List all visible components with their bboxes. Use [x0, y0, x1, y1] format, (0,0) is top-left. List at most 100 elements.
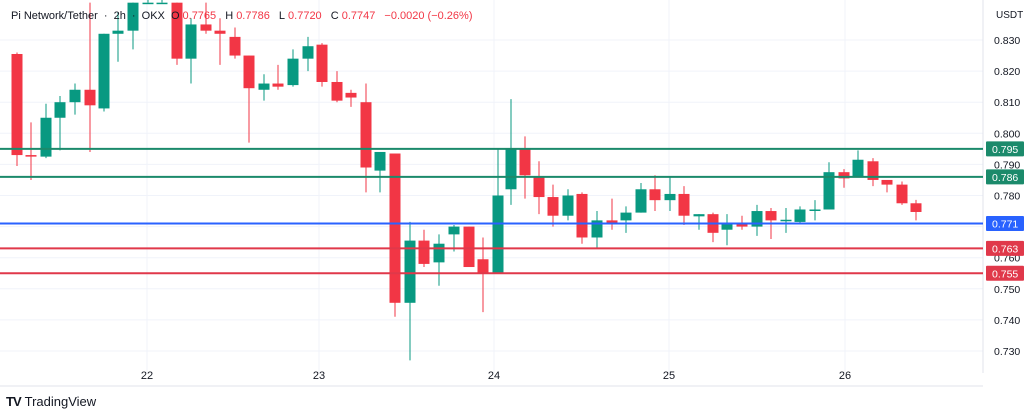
candle-down[interactable] — [736, 223, 748, 227]
candle-up[interactable] — [794, 209, 806, 222]
time-tick-label: 25 — [663, 370, 675, 382]
candle-down[interactable] — [229, 36, 241, 56]
candle-down[interactable] — [606, 220, 618, 223]
level-price-label: 0.771 — [992, 218, 1018, 230]
candle-down[interactable] — [765, 211, 777, 221]
candle-up[interactable] — [142, 2, 154, 5]
candle-up[interactable] — [287, 58, 299, 86]
candle-down[interactable] — [389, 153, 401, 303]
candle-up[interactable] — [112, 30, 124, 34]
price-tick-label: 0.810 — [994, 97, 1020, 109]
candle-up[interactable] — [635, 189, 647, 213]
candle-down[interactable] — [25, 155, 37, 157]
candle-down[interactable] — [418, 240, 430, 264]
candle-up[interactable] — [562, 195, 574, 216]
chart-legend: Pi Network/Tether · 2h · OKX O 0.7765 H 0.… — [11, 10, 473, 22]
candle-up[interactable] — [751, 211, 763, 227]
candle-down[interactable] — [910, 203, 922, 212]
time-tick-label: 23 — [313, 370, 325, 382]
level-price-tag — [986, 215, 1024, 231]
price-tick-label: 0.730 — [994, 346, 1020, 358]
price-tick-label: 0.830 — [994, 35, 1020, 47]
candle-down[interactable] — [11, 53, 23, 156]
candle-up[interactable] — [664, 193, 676, 201]
candle-down[interactable] — [881, 179, 893, 185]
level-price-tag — [986, 240, 1024, 256]
candle-down[interactable] — [576, 193, 588, 238]
candle-up[interactable] — [448, 226, 460, 235]
candle-up[interactable] — [809, 209, 821, 211]
candle-up[interactable] — [404, 240, 416, 303]
price-tick-label: 0.800 — [994, 128, 1020, 140]
candle-down[interactable] — [519, 148, 531, 176]
time-tick-label: 26 — [839, 370, 851, 382]
symbol-name[interactable]: Pi Network/Tether — [11, 10, 98, 22]
candle-up[interactable] — [69, 89, 81, 103]
candle-down[interactable] — [200, 24, 212, 31]
candle-up[interactable] — [823, 172, 835, 210]
candle-up[interactable] — [591, 220, 603, 238]
interval[interactable]: 2h — [113, 10, 126, 22]
candle-up[interactable] — [40, 117, 52, 157]
close-label: C — [330, 10, 339, 22]
candle-down[interactable] — [84, 89, 96, 106]
price-tick-label: 0.790 — [994, 159, 1020, 171]
change-value: −0.0020 (−0.26%) — [384, 10, 473, 22]
candle-down[interactable] — [533, 176, 545, 198]
candle-up[interactable] — [54, 102, 66, 118]
level-price-label: 0.795 — [992, 144, 1018, 156]
candle-down[interactable] — [867, 161, 879, 180]
tradingview-brand[interactable]: TV TradingView — [6, 394, 96, 409]
price-tick-label: 0.780 — [994, 191, 1020, 203]
level-price-label: 0.755 — [992, 268, 1018, 280]
level-price-tag — [986, 141, 1024, 157]
candle-up[interactable] — [721, 223, 733, 230]
time-tick-label: 24 — [488, 370, 500, 382]
candle-up[interactable] — [620, 212, 632, 221]
high-label: H — [225, 10, 234, 22]
candle-up[interactable] — [852, 159, 864, 177]
currency-unit-label[interactable]: USDT — [996, 10, 1024, 21]
level-price-tag — [986, 169, 1024, 185]
candle-up[interactable] — [302, 46, 314, 59]
candle-down[interactable] — [331, 81, 343, 101]
candle-up[interactable] — [98, 33, 110, 109]
candle-down[interactable] — [272, 83, 284, 87]
low-label: L — [278, 10, 286, 22]
candle-up[interactable] — [505, 148, 517, 190]
candle-down[interactable] — [896, 184, 908, 204]
candle-up[interactable] — [433, 243, 445, 263]
candle-up[interactable] — [693, 214, 705, 217]
candle-down[interactable] — [838, 172, 850, 179]
open-value: 0.7765 — [182, 10, 217, 22]
candle-up[interactable] — [780, 219, 792, 222]
exchange: OKX — [141, 10, 165, 22]
price-tick-label: 0.750 — [994, 284, 1020, 296]
candle-down[interactable] — [214, 30, 226, 34]
close-value: 0.7747 — [341, 10, 376, 22]
candle-down[interactable] — [477, 259, 489, 274]
price-tick-label: 0.820 — [994, 66, 1020, 78]
candle-up[interactable] — [492, 195, 504, 274]
candle-down[interactable] — [463, 226, 475, 268]
candle-down[interactable] — [547, 197, 559, 216]
tradingview-logo-icon: TV — [6, 394, 22, 409]
candle-up[interactable] — [185, 24, 197, 59]
candle-down[interactable] — [171, 2, 183, 59]
time-tick-label: 22 — [141, 370, 153, 382]
candle-down[interactable] — [243, 55, 255, 89]
candle-up[interactable] — [127, 2, 139, 31]
candle-up[interactable] — [156, 2, 168, 5]
candle-down[interactable] — [678, 193, 690, 216]
candle-up[interactable] — [374, 151, 386, 171]
candle-down[interactable] — [316, 44, 328, 82]
open-label: O — [170, 10, 180, 22]
brand-name: TradingView — [24, 394, 97, 409]
candle-up[interactable] — [258, 83, 270, 90]
level-price-label: 0.786 — [992, 172, 1018, 184]
candle-down[interactable] — [360, 102, 372, 168]
candle-down[interactable] — [345, 92, 357, 98]
candle-down[interactable] — [649, 189, 661, 201]
price-tick-label: 0.740 — [994, 315, 1020, 327]
